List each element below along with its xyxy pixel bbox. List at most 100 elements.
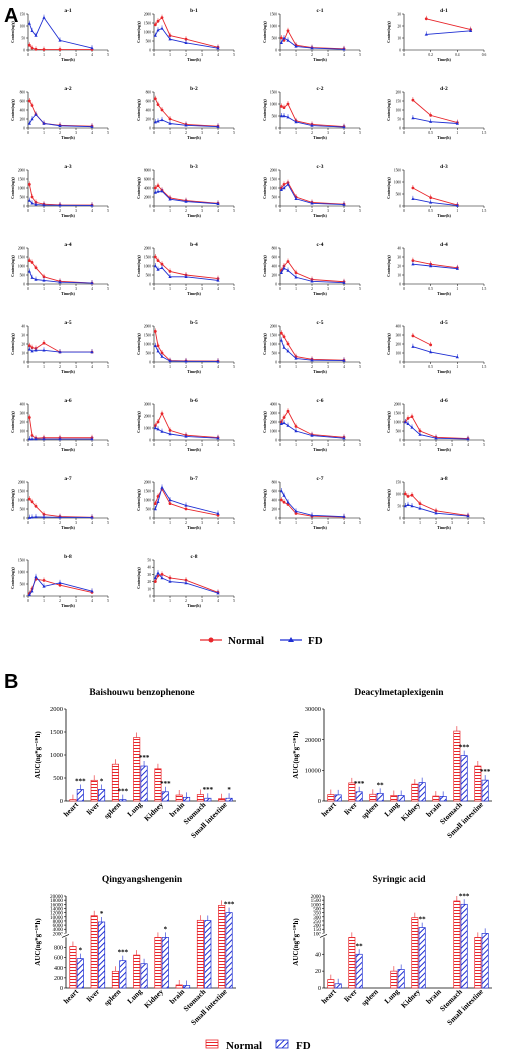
y-axis-label: Content(ng/g) [137,99,141,121]
x-tick-label: 1 [456,287,458,291]
fd-point [90,281,94,285]
normal-point [34,266,38,270]
fd-point [184,199,188,203]
fd-point [42,121,46,125]
legend-fd-marker [288,637,294,642]
fd-bar [225,797,233,802]
fd-point [342,125,346,129]
plot-title: a-2 [64,86,72,92]
y-tick-label: 0 [23,439,25,443]
plot-title: c-5 [316,320,323,326]
x-tick-label: 2 [185,131,187,135]
fd-point [406,503,410,506]
fd-point [168,579,172,583]
x-tick-label: 1 [456,131,458,135]
plot-title: b-4 [190,242,198,248]
x-tick-label: 2 [311,131,313,135]
fd-bar [140,963,148,989]
normal-point [27,183,31,186]
y-tick-label: 0 [275,205,277,209]
chart-title: Qingyangshengenin [102,875,183,885]
fd-bar [481,933,489,989]
pk-plot-d-1: d-1 0 10 20 30 0 0.2 0.4 0.6 Time(h) Content(ng/g) [387,8,486,62]
pk-plot-c-7: c-7 0 200 400 600 800 0 1 2 3 4 5 Time(h) Content(ng/… [263,476,361,530]
x-tick-label: 5 [359,209,361,213]
x-tick-label: 1 [169,131,171,135]
significance-mark: *** [224,901,235,909]
fd-point [34,202,38,206]
fd-point [455,267,459,270]
x-tick-label: 4 [343,287,345,291]
y-tick-label: 12000 [50,911,63,917]
fd-point [216,202,220,205]
x-tick-label: 4 [91,365,93,369]
y-tick-label: 500 [146,352,152,356]
y-tick-label: 0 [149,439,151,443]
y-axis-label: Content(ng/g) [11,333,15,355]
fd-point [294,120,298,124]
y-tick-label: 1000 [18,499,25,503]
x-axis-label: Time(h) [61,57,75,62]
axis-break-mask [62,933,238,938]
normal-point [42,341,46,345]
x-tick-label: 2 [435,521,437,525]
y-axis-label: Content(ng/g) [11,177,15,199]
fd-point [429,120,433,123]
fd-point [160,189,164,193]
pk-plot-a-6: a-6 0 100 200 300 400 0 1 2 3 4 5 Time(h) Content(ng/… [11,398,109,452]
x-tick-label: 1 [295,287,297,291]
significance-mark: ** [377,781,385,789]
normal-point [160,351,164,355]
significance-mark: ** [356,942,364,950]
x-tick-label: 0.5 [428,209,433,213]
fd-point [160,118,164,122]
x-tick-label: 0.5 [428,365,433,369]
y-tick-label: 0 [60,798,63,805]
fd-point [168,197,172,201]
fd-point [310,201,314,205]
x-tick-label: 5 [233,443,235,447]
normal-bar [111,970,119,989]
auc-chart-0: Baishouwu benzophenone AUC(ng*g⁻¹*h) 0 500 1… [34,688,236,840]
fd-point [184,581,188,585]
legend-fd-swatch [275,1039,289,1049]
fd-point [342,514,346,518]
fd-bar [376,792,384,802]
fd-point [153,344,157,347]
chart-title: Syringic acid [372,875,426,885]
y-tick-label: 500 [272,115,278,119]
y-axis-label: Content(ng/g) [137,333,141,355]
fd-point [406,422,410,425]
pk-plot-b-7: b-7 0 500 1000 1500 2000 0 1 2 3 4 5 Time(h) Content(… [137,476,235,530]
y-tick-label: 100 [20,25,26,29]
normal-series-line [412,335,431,346]
normal-point [27,416,31,419]
x-tick-label: 0 [27,53,29,57]
y-tick-label: 400 [396,325,402,329]
normal-point [160,262,164,266]
fd-point [27,198,31,202]
y-tick-label: 800 [54,946,63,952]
y-tick-label: 0 [23,517,25,521]
normal-point [282,106,286,109]
fd-series-line [412,346,458,358]
y-tick-label: 150 [313,927,321,933]
x-tick-label: 3 [201,209,203,213]
x-axis-label: Time(h) [313,135,327,140]
normal-point [30,434,34,437]
normal-point [27,344,31,348]
y-tick-label: 150 [396,481,402,485]
fd-bar [355,953,363,989]
fd-bar [76,789,84,802]
normal-bar [154,937,162,989]
normal-point [406,495,410,498]
x-tick-label: 4 [217,131,219,135]
x-tick-label: 5 [233,599,235,603]
y-tick-label: 400 [272,499,278,503]
normal-point [153,186,157,190]
fd-point [216,359,220,363]
fd-point [279,271,283,274]
normal-series-line [280,332,345,361]
y-tick-label: 500 [272,196,278,200]
x-tick-label: 1 [43,521,45,525]
